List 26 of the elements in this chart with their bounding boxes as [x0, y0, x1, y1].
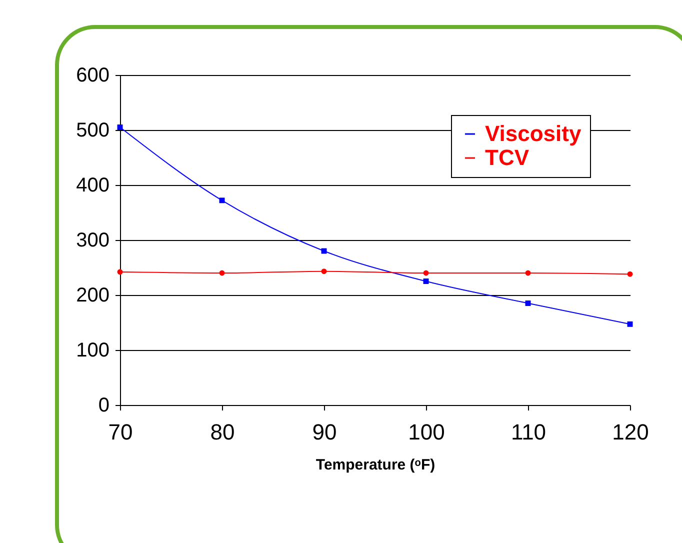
y-tick-label: 300	[76, 230, 110, 252]
x-axis-title: Temperature (ᵒF)	[316, 456, 436, 474]
x-tick-label: 100	[408, 420, 445, 444]
x-tick-label: 80	[210, 420, 235, 444]
point	[219, 198, 225, 204]
x-tick-label: 70	[108, 420, 133, 444]
point	[423, 270, 429, 276]
legend-label: Viscosity	[485, 121, 582, 146]
legend-label: TCV	[485, 145, 530, 170]
point	[525, 270, 531, 276]
x-tick-label: 90	[312, 420, 337, 444]
y-tick-label: 600	[76, 64, 110, 86]
y-tick-label: 400	[76, 174, 110, 196]
point	[321, 268, 327, 274]
y-tick-label: 100	[76, 340, 110, 362]
point	[627, 271, 633, 277]
y-tick-label: 200	[76, 284, 110, 306]
point	[423, 278, 429, 284]
y-tick-label: 0	[98, 394, 110, 416]
point	[627, 321, 633, 327]
x-tick-label: 110	[510, 420, 546, 444]
y-tick-label: 500	[76, 120, 110, 142]
x-tick-label: 120	[612, 420, 649, 444]
point	[525, 300, 531, 306]
point	[219, 270, 225, 276]
point	[117, 269, 123, 275]
